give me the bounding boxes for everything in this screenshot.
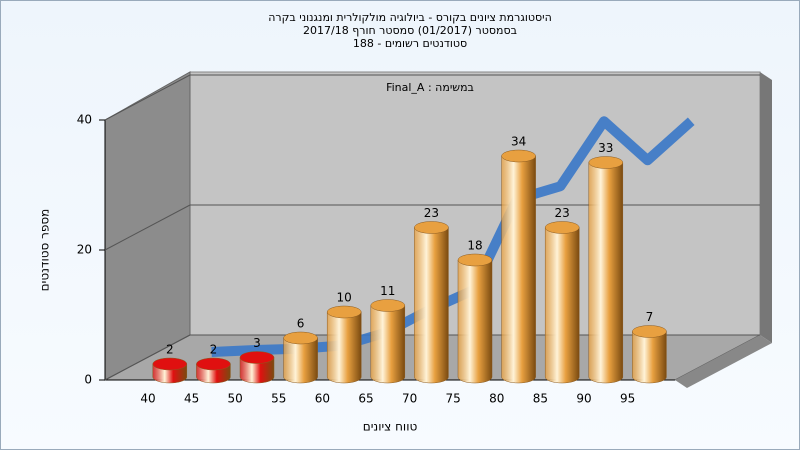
value-label: 34 [511, 135, 526, 149]
x-axis-label: טווח ציונים [363, 420, 418, 434]
bar [501, 155, 536, 384]
x-tick-label: 95 [620, 392, 635, 406]
value-label: 6 [297, 317, 305, 331]
bar [326, 311, 362, 384]
x-tick-label: 75 [446, 392, 461, 406]
value-label: 7 [646, 310, 654, 324]
title-line: סטודנטים רשומים - 188 [353, 37, 467, 50]
value-label: 33 [598, 141, 613, 155]
bar-top [196, 357, 231, 371]
value-label: 10 [337, 291, 352, 305]
grid-line [104, 74, 191, 121]
y-tick-label: 0 [84, 373, 92, 387]
bar [370, 305, 406, 384]
bar-top [588, 156, 624, 169]
value-label: 2 [210, 343, 218, 357]
title-line: היסטוגרמת ציונים בקורס - ביולוגיה מולקול… [268, 11, 552, 24]
grid-line [104, 334, 191, 381]
bar [457, 259, 493, 384]
bar-top [501, 149, 536, 163]
floor-edge [675, 335, 772, 388]
y-tick-label: 40 [77, 113, 92, 127]
bar-top [632, 325, 667, 338]
bar-top [414, 221, 449, 234]
title-line: בסמסטר (01/2017) סמסטר חורף 2017/18 [303, 24, 517, 37]
x-tick-label: 60 [315, 392, 330, 406]
bar-top [283, 331, 318, 345]
bar-top [152, 357, 188, 371]
bar-top [457, 253, 493, 267]
side-wall [104, 71, 191, 381]
value-label: 23 [424, 206, 439, 220]
bar-top [239, 351, 275, 364]
x-tick-label: 40 [140, 392, 155, 406]
x-tick-label: 70 [402, 392, 417, 406]
bar [414, 227, 449, 384]
value-label: 18 [467, 239, 482, 253]
bar [544, 227, 580, 384]
x-tick-label: 50 [228, 392, 243, 406]
grid-line [104, 204, 191, 251]
x-tick-label: 80 [489, 392, 504, 406]
bar-top [326, 305, 362, 319]
x-tick-label: 65 [358, 392, 373, 406]
y-tick-label: 20 [77, 243, 92, 257]
value-label: 3 [253, 336, 261, 350]
bar [632, 331, 667, 384]
x-tick-label: 45 [184, 392, 199, 406]
value-label: 2 [166, 343, 174, 357]
y-axis-label: מספר סטודנטים [38, 209, 52, 292]
wall-edge [760, 72, 772, 343]
x-tick-label: 55 [271, 392, 286, 406]
bar [239, 357, 275, 384]
bar-top [544, 221, 580, 234]
x-tick-label: 85 [533, 392, 548, 406]
bar [588, 162, 624, 384]
bar [283, 337, 318, 384]
value-label: 11 [380, 284, 395, 298]
value-label: 23 [555, 206, 570, 220]
annotation: Final_A : במשימה [386, 81, 474, 94]
x-tick-label: 90 [576, 392, 591, 406]
bar-top [370, 299, 406, 312]
